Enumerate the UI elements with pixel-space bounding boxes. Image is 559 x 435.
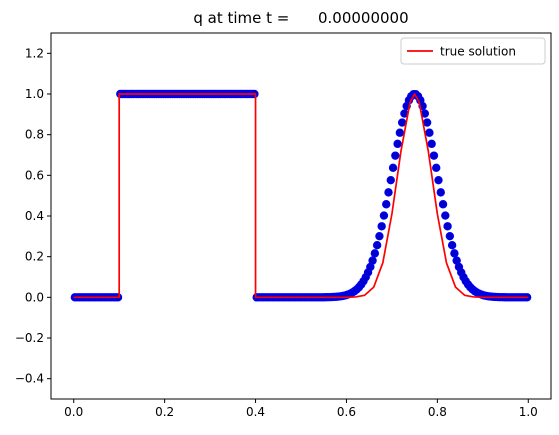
y-tick-label: 0.2 [25, 250, 44, 264]
scatter-point [384, 188, 393, 197]
y-tick-label: −0.2 [15, 331, 44, 345]
x-tick-label: 1.0 [519, 405, 538, 419]
x-tick-label: 0.4 [246, 405, 265, 419]
x-tick-label: 0.2 [155, 405, 174, 419]
scatter-point [429, 151, 439, 160]
scatter-point [443, 222, 452, 231]
y-tick-label: −0.4 [15, 372, 44, 386]
scatter-point [427, 139, 436, 149]
scatter-point [393, 139, 402, 149]
scatter-point [375, 231, 384, 241]
scatter-point [422, 118, 432, 127]
y-tick-label: 1.0 [25, 87, 44, 101]
axes-frame [50, 32, 552, 400]
scatter-point [397, 118, 407, 127]
scatter-point [386, 175, 395, 185]
true-solution-line [73, 93, 529, 299]
scatter-point [368, 256, 377, 265]
scatter-point [388, 163, 398, 173]
chart-title: q at time t = 0.00000000 [193, 9, 408, 27]
legend-box [400, 37, 546, 65]
scatter-point [445, 231, 455, 241]
y-tick-label: 0.8 [25, 128, 44, 142]
scatter-point [432, 163, 441, 173]
scatter-point [379, 211, 389, 220]
true-solution-line-layer [73, 93, 529, 299]
y-axis: −0.4 −0.2 0.0 0.2 0.4 0.6 0.8 1.0 1.2 [15, 46, 51, 386]
x-axis: 0.0 0.2 0.4 0.6 0.8 1.0 [64, 399, 538, 419]
x-tick-label: 0.0 [64, 405, 83, 419]
scatter-point [436, 188, 445, 197]
y-tick-label: 0.6 [25, 168, 44, 182]
scatter-point [438, 200, 448, 209]
scatter-point [395, 128, 405, 137]
x-tick-label: 0.8 [428, 405, 447, 419]
scatter-point [382, 200, 391, 209]
scatter-point [372, 241, 382, 250]
scatter-point [441, 211, 450, 220]
scatter-point [447, 241, 457, 250]
scatter-point [425, 128, 434, 137]
scatter-point [391, 151, 400, 160]
y-tick-label: 1.2 [25, 46, 44, 60]
legend: true solution [400, 37, 546, 65]
scatter-point [434, 175, 443, 185]
scatter-point [377, 222, 386, 231]
y-tick-label: 0.0 [25, 290, 44, 304]
scatter-point [370, 249, 380, 258]
y-tick-label: 0.4 [25, 209, 44, 223]
x-tick-label: 0.6 [337, 405, 356, 419]
scatter-point [450, 249, 459, 258]
plot-area [70, 89, 532, 302]
legend-label-true-solution: true solution [440, 45, 516, 59]
